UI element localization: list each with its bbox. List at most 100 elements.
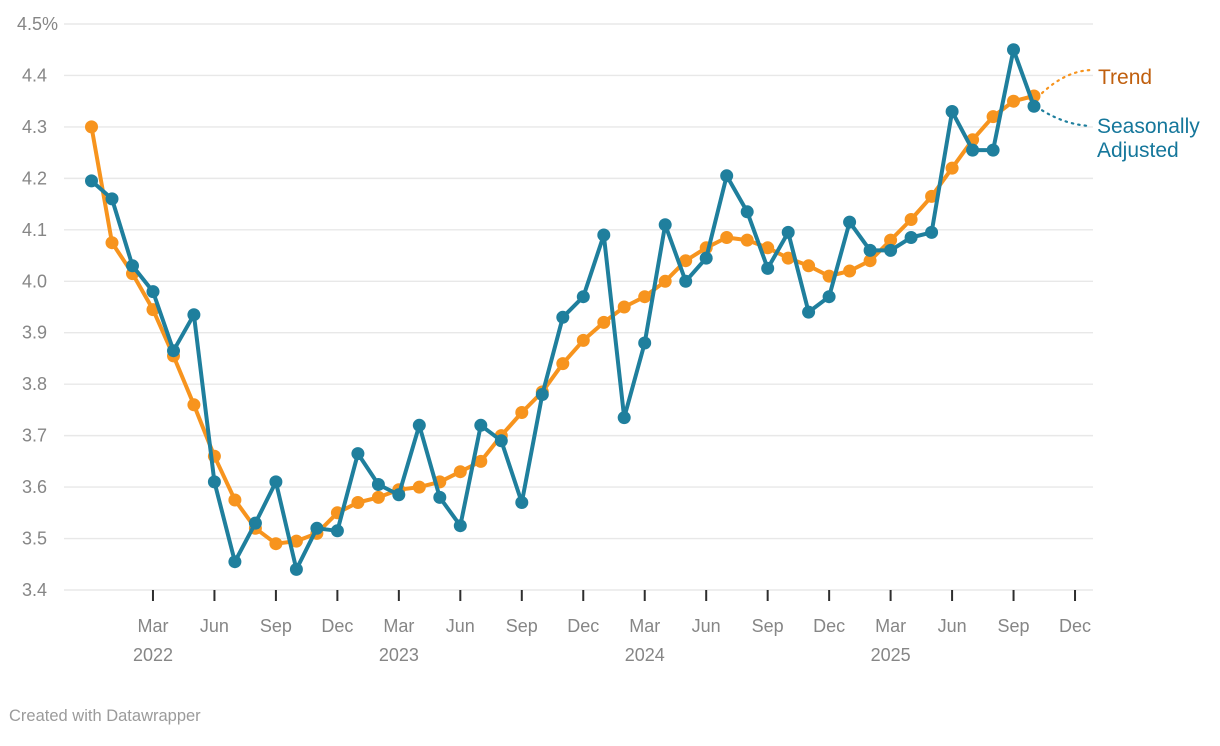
x-axis-month-label: Sep xyxy=(752,616,784,636)
trend-point[interactable] xyxy=(412,480,426,494)
x-axis-month-label: Jun xyxy=(938,616,967,636)
seasonally-adjusted-point[interactable] xyxy=(515,496,529,509)
seasonally-adjusted-point[interactable] xyxy=(597,228,611,242)
seasonally-adjusted-point[interactable] xyxy=(371,478,385,491)
trend-point[interactable] xyxy=(85,120,98,134)
trend-point[interactable] xyxy=(351,496,365,509)
seasonally-adjusted-point[interactable] xyxy=(433,490,447,504)
seasonally-adjusted-point[interactable] xyxy=(884,243,898,257)
trend-point[interactable] xyxy=(658,274,672,288)
seasonally-adjusted-point[interactable] xyxy=(167,344,180,358)
trend-point[interactable] xyxy=(863,254,877,268)
trend-point[interactable] xyxy=(597,315,611,329)
seasonally-adjusted-point[interactable] xyxy=(617,411,631,425)
seasonally-adjusted-point[interactable] xyxy=(986,143,1000,157)
x-axis-month-label: Jun xyxy=(200,616,229,636)
trend-point[interactable] xyxy=(925,189,939,203)
seasonally-adjusted-point[interactable] xyxy=(105,192,119,206)
trend-point[interactable] xyxy=(720,231,734,244)
trend-point[interactable] xyxy=(187,398,201,412)
trend-point[interactable] xyxy=(986,110,1000,124)
trend-point[interactable] xyxy=(617,300,631,314)
x-axis-month-label: Mar xyxy=(875,616,906,636)
seasonally-adjusted-point[interactable] xyxy=(904,231,918,244)
seasonally-adjusted-point[interactable] xyxy=(535,388,549,401)
seasonally-adjusted-point[interactable] xyxy=(269,475,283,489)
datawrapper-credit[interactable]: Created with Datawrapper xyxy=(9,707,201,725)
trend-point[interactable] xyxy=(228,493,242,507)
y-axis-label: 3.4 xyxy=(22,580,47,600)
seasonally-adjusted-point[interactable] xyxy=(310,521,324,535)
trend-point[interactable] xyxy=(453,465,467,479)
seasonally-adjusted-point[interactable] xyxy=(412,418,426,432)
trend-point[interactable] xyxy=(884,233,898,247)
seasonally-adjusted-point[interactable] xyxy=(863,243,877,257)
seasonally-adjusted-point[interactable] xyxy=(720,169,734,183)
seasonally-adjusted-point[interactable] xyxy=(966,143,980,157)
trend-leader-line xyxy=(1040,68,1093,95)
seasonally-adjusted-point[interactable] xyxy=(1007,43,1020,57)
seasonally-adjusted-point[interactable] xyxy=(126,259,139,273)
y-axis-label: 3.7 xyxy=(22,426,47,446)
x-axis-year-label: 2025 xyxy=(871,645,911,665)
seasonally-adjusted-point[interactable] xyxy=(207,475,221,489)
trend-point[interactable] xyxy=(269,537,283,551)
seasonally-adjusted-point[interactable] xyxy=(802,305,816,319)
seasonally-adjusted-point[interactable] xyxy=(945,105,959,118)
y-axis-label: 4.1 xyxy=(22,220,47,240)
trend-point[interactable] xyxy=(945,161,959,175)
trend-point[interactable] xyxy=(556,357,570,371)
trend-series-label: Trend xyxy=(1098,66,1153,89)
trend-point[interactable] xyxy=(802,259,816,273)
seasonally-adjusted-point[interactable] xyxy=(1027,99,1041,113)
y-axis-label: 4.0 xyxy=(22,271,47,291)
trend-point[interactable] xyxy=(105,236,119,250)
trend-point[interactable] xyxy=(781,251,795,265)
x-axis-year-label: 2023 xyxy=(379,645,419,665)
seasonally-adjusted-point[interactable] xyxy=(474,418,488,432)
seasonally-adjusted-point[interactable] xyxy=(925,225,939,239)
seasonally-adjusted-point[interactable] xyxy=(679,274,693,288)
seasonally-adjusted-point[interactable] xyxy=(146,285,160,299)
trend-point[interactable] xyxy=(289,534,303,548)
trend-point[interactable] xyxy=(904,213,918,226)
seasonally-adjusted-point[interactable] xyxy=(187,308,201,322)
y-axis-label: 3.9 xyxy=(22,323,47,343)
x-axis-month-label: Sep xyxy=(506,616,538,636)
seasonally-adjusted-point[interactable] xyxy=(453,519,467,533)
trend-point[interactable] xyxy=(576,333,590,347)
y-axis-label: 4.4 xyxy=(22,65,47,85)
seasonally-adjusted-point[interactable] xyxy=(781,225,795,239)
seasonally-adjusted-point[interactable] xyxy=(289,562,303,576)
seasonally-adjusted-point[interactable] xyxy=(494,434,508,448)
trend-point[interactable] xyxy=(474,454,488,468)
seasonally-adjusted-point[interactable] xyxy=(351,447,365,461)
x-axis-month-label: Dec xyxy=(321,616,353,636)
seasonally-adjusted-point[interactable] xyxy=(699,251,713,265)
seasonally-adjusted-point[interactable] xyxy=(822,290,836,304)
seasonally-adjusted-point[interactable] xyxy=(556,310,570,324)
trend-point[interactable] xyxy=(843,264,857,278)
trend-point[interactable] xyxy=(679,254,693,268)
seasonally-adjusted-point[interactable] xyxy=(85,174,98,188)
seasonally-adjusted-point[interactable] xyxy=(658,218,672,232)
seasonally-adjusted-point[interactable] xyxy=(576,290,590,304)
trend-point[interactable] xyxy=(761,241,775,255)
trend-point[interactable] xyxy=(515,406,529,419)
trend-point[interactable] xyxy=(740,233,754,247)
seasonally-adjusted-point[interactable] xyxy=(740,205,754,219)
seasonally-adjusted-point[interactable] xyxy=(248,516,262,530)
seasonally-adjusted-point[interactable] xyxy=(843,215,857,229)
seasonally-adjusted-point[interactable] xyxy=(330,524,344,538)
x-axis-month-label: Dec xyxy=(567,616,599,636)
seasonally-adjusted-point[interactable] xyxy=(228,555,242,569)
trend-point[interactable] xyxy=(1007,94,1020,108)
seasonally-adjusted-point[interactable] xyxy=(761,261,775,275)
seasonally-adjusted-point[interactable] xyxy=(392,488,406,502)
y-axis-label: 4.3 xyxy=(22,117,47,137)
trend-point[interactable] xyxy=(371,490,385,504)
x-axis-month-label: Sep xyxy=(260,616,292,636)
seasonally-adjusted-point[interactable] xyxy=(638,336,652,350)
trend-point[interactable] xyxy=(638,290,652,304)
